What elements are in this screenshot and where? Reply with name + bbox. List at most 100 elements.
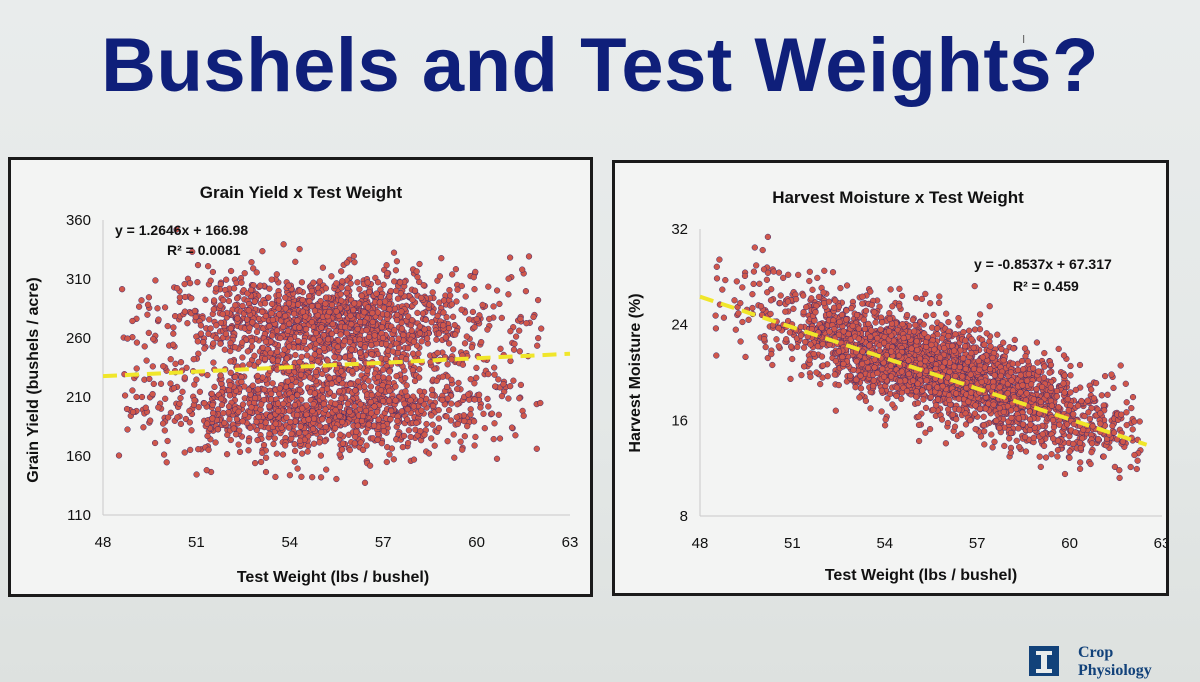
data-point: [152, 277, 159, 284]
data-point: [169, 341, 177, 348]
y-tick-label: 110: [67, 507, 91, 524]
data-point: [1123, 421, 1130, 429]
data-point: [235, 441, 242, 448]
data-point: [220, 409, 227, 417]
data-point: [143, 357, 150, 364]
y-tick-label: 160: [66, 448, 91, 465]
data-point: [268, 310, 275, 317]
data-point: [225, 297, 233, 305]
data-point: [867, 288, 874, 295]
data-point: [1047, 361, 1055, 369]
data-point: [282, 294, 289, 301]
data-point: [377, 387, 385, 394]
data-point: [308, 355, 315, 362]
data-point: [271, 435, 278, 442]
data-point: [351, 300, 358, 307]
data-point: [121, 392, 129, 399]
data-point: [433, 336, 440, 343]
data-point: [391, 305, 399, 312]
data-point: [759, 246, 766, 254]
data-point: [443, 314, 450, 321]
data-point: [129, 387, 136, 394]
data-point: [407, 322, 415, 329]
data-point: [1098, 392, 1105, 399]
data-point: [201, 400, 208, 407]
data-point: [332, 406, 339, 414]
data-point: [417, 397, 424, 404]
data-point: [980, 421, 987, 429]
data-point: [353, 428, 360, 435]
data-point: [430, 402, 437, 410]
data-point: [410, 338, 418, 345]
data-point: [507, 328, 514, 335]
data-point: [230, 285, 238, 292]
data-point: [944, 419, 952, 427]
data-point: [447, 292, 454, 299]
data-point: [884, 395, 891, 402]
data-point: [210, 359, 217, 366]
data-point: [1097, 410, 1104, 417]
data-point: [298, 279, 306, 286]
data-point: [324, 336, 332, 343]
data-point: [270, 440, 277, 448]
data-point: [481, 425, 488, 432]
data-point: [310, 415, 318, 422]
data-point: [374, 436, 381, 444]
data-point: [159, 420, 167, 427]
data-point: [227, 267, 235, 275]
data-point: [338, 284, 345, 291]
data-point: [325, 417, 332, 424]
data-point: [454, 401, 461, 408]
data-point: [284, 378, 292, 385]
data-point: [806, 356, 813, 363]
data-point: [1030, 434, 1037, 441]
data-point: [319, 416, 326, 423]
data-point: [418, 407, 425, 414]
data-point: [400, 331, 407, 339]
data-point: [177, 420, 185, 428]
y-tick-label: 210: [66, 389, 91, 406]
data-point: [1007, 407, 1015, 414]
data-point: [1117, 362, 1124, 369]
data-point: [363, 442, 370, 449]
data-point: [802, 338, 809, 346]
data-point: [374, 430, 382, 438]
data-point: [207, 325, 214, 332]
data-point: [333, 280, 340, 287]
data-point: [298, 450, 306, 457]
data-point: [838, 311, 846, 319]
data-point: [857, 372, 864, 379]
data-point: [310, 279, 317, 286]
data-point: [291, 447, 299, 455]
data-point: [391, 278, 398, 285]
data-point: [294, 317, 301, 324]
data-point: [358, 292, 365, 299]
data-point: [435, 424, 443, 432]
data-point: [1015, 425, 1022, 432]
data-point: [1013, 437, 1020, 444]
data-point: [445, 407, 453, 414]
data-point: [876, 347, 883, 354]
chart-panel-grain-yield: 48 51 54 57 60 63 110 160 210 260 310 360 Grain Yi…: [8, 157, 593, 597]
data-point: [214, 426, 222, 433]
data-point: [1086, 415, 1094, 423]
data-point: [941, 344, 948, 352]
data-point: [133, 393, 140, 401]
data-point: [378, 440, 385, 447]
data-point: [806, 268, 813, 275]
data-point: [316, 337, 323, 344]
data-point: [986, 365, 994, 373]
data-point: [764, 269, 772, 276]
data-point: [396, 279, 404, 286]
data-point: [506, 254, 514, 261]
data-point: [339, 278, 346, 285]
data-point: [231, 373, 239, 381]
data-point: [273, 450, 280, 457]
data-point: [1036, 453, 1043, 460]
data-point: [286, 472, 294, 479]
data-point: [319, 370, 326, 378]
data-point: [209, 409, 217, 417]
data-point: [445, 324, 453, 332]
x-tick-label: 54: [281, 534, 298, 551]
data-point: [322, 294, 330, 301]
